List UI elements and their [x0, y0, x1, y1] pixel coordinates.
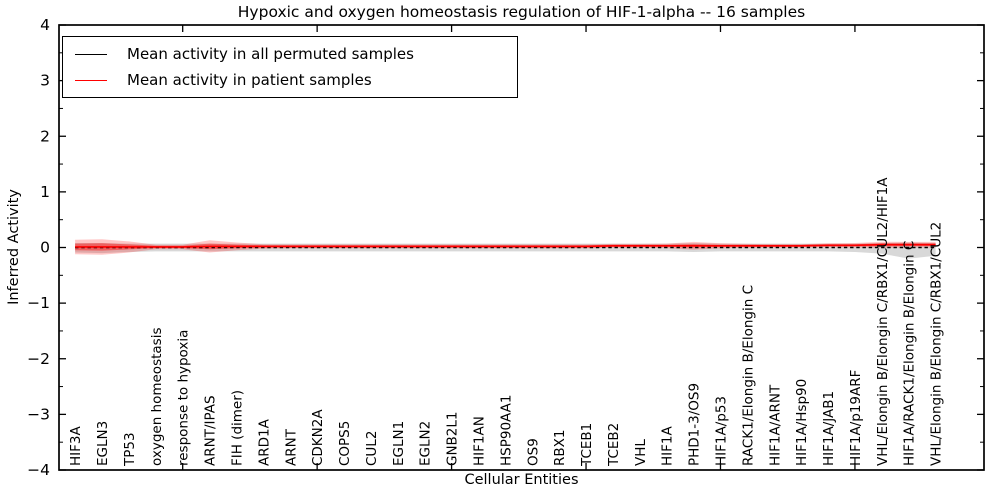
x-category-label: CDKN2A [310, 409, 326, 466]
x-category-label: HIF3A [68, 426, 84, 466]
legend-line-patient-icon [75, 79, 107, 81]
y-tick-label: 3 [40, 72, 50, 90]
x-category-label: oxygen homeostasis [149, 328, 165, 467]
x-category-label: HIF1A/ARNT [767, 384, 783, 466]
y-tick-label: 1 [40, 183, 50, 201]
x-category-label: ARNT/IPAS [203, 395, 219, 466]
x-category-label: HSP90AA1 [498, 395, 514, 466]
x-category-label: TP53 [122, 432, 138, 467]
x-category-label: VHL/Elongin B/Elongin C/RBX1/CUL2 [929, 222, 945, 466]
x-category-label: HIF1AN [471, 416, 487, 466]
y-tick-label: 0 [40, 239, 50, 257]
legend-line-permuted-icon [75, 53, 107, 55]
x-category-label: HIF1A/p19ARF [848, 370, 864, 466]
x-category-label: RBX1 [552, 430, 568, 466]
x-category-label: PHD1-3/OS9 [687, 383, 703, 466]
x-category-label: response to hypoxia [176, 330, 192, 466]
x-category-label: VHL/Elongin B/Elongin C/RBX1/CUL2/HIF1A [875, 177, 891, 466]
x-category-label: EGLN1 [391, 421, 407, 466]
x-axis-label: Cellular Entities [464, 472, 579, 488]
y-tick-label: 4 [40, 16, 50, 34]
x-category-label: RACK1/Elongin B/Elongin C [740, 285, 756, 466]
y-tick-label: 2 [40, 127, 50, 145]
x-category-label: VHL [633, 439, 649, 466]
x-category-label: TCEB2 [606, 423, 622, 467]
x-category-label: EGLN3 [95, 421, 111, 466]
legend-label-patient: Mean activity in patient samples [127, 70, 372, 89]
x-category-label: HIF1A/p53 [713, 396, 729, 466]
x-category-label: HIF1A/RACK1/Elongin B/Elongin C [902, 241, 918, 466]
x-category-label: COPS5 [337, 421, 353, 466]
patient-mean-line [75, 243, 936, 248]
x-category-label: CUL2 [364, 431, 380, 466]
x-category-label: OS9 [525, 438, 541, 466]
x-category-label: EGLN2 [418, 421, 434, 466]
x-category-label: HIF1A/JAB1 [821, 391, 837, 466]
legend-item-patient: Mean activity in patient samples [63, 70, 517, 89]
y-tick-label: −1 [27, 294, 50, 312]
x-category-label: HIF1A/Hsp90 [794, 379, 810, 466]
plot-frame [58, 24, 985, 471]
y-axis-label: Inferred Activity [6, 189, 22, 305]
x-category-label: TCEB1 [579, 423, 595, 467]
y-tick-label: −3 [27, 405, 50, 423]
legend-label-permuted: Mean activity in all permuted samples [127, 44, 414, 63]
x-category-label: FIH (dimer) [229, 390, 245, 466]
x-category-label: ARD1A [256, 418, 272, 466]
legend-item-permuted: Mean activity in all permuted samples [63, 44, 517, 63]
legend: Mean activity in all permuted samples Me… [62, 36, 518, 98]
x-category-label: HIF1A [660, 426, 676, 466]
x-category-label: GNB2L1 [445, 411, 461, 466]
x-category-label: ARNT [283, 428, 299, 466]
y-tick-label: −2 [27, 350, 50, 368]
chart-title: Hypoxic and oxygen homeostasis regulatio… [237, 3, 806, 21]
y-tick-label: −4 [27, 461, 50, 479]
